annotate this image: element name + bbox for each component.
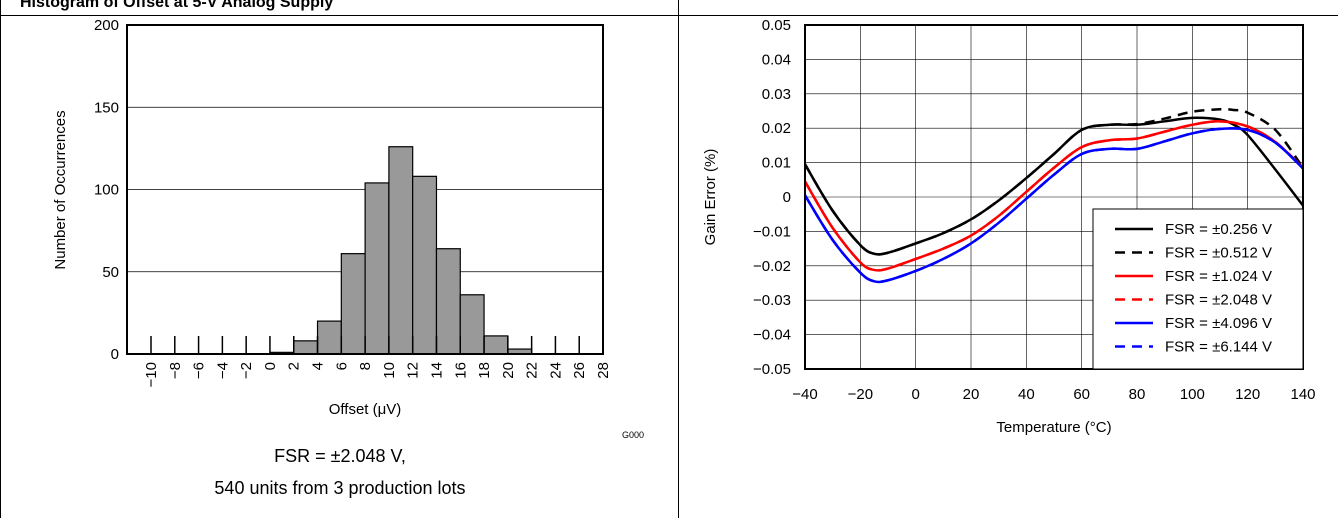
histogram-x-tick-label: 24 (547, 362, 564, 379)
gain-y-tick-label: 0.03 (762, 86, 791, 103)
gain-y-tick-label: −0.01 (753, 223, 791, 240)
gain-y-tick-label: −0.03 (753, 292, 791, 309)
histogram-x-tick-label: −6 (191, 362, 208, 379)
gain-x-tick-label: 0 (911, 386, 919, 403)
panel-divider (678, 0, 679, 518)
histogram-x-tick-label: 8 (357, 362, 374, 370)
histogram-bar (293, 340, 319, 355)
gain-y-tick-label: 0 (783, 189, 791, 206)
histogram-bar (388, 146, 414, 355)
gain-y-tick-label: −0.04 (753, 327, 791, 344)
gain-x-tick-label: 120 (1235, 386, 1260, 403)
histogram-y-tick-label: 0 (111, 346, 119, 363)
gain-y-tick-label: 0.05 (762, 17, 791, 34)
gain-x-tick-label: 60 (1073, 386, 1090, 403)
histogram-x-tick-label: 28 (595, 362, 612, 379)
histogram-bars (269, 146, 533, 355)
left-panel-heading: Histogram of Offset at 5-V Analog Supply (20, 0, 334, 11)
header-rule (0, 15, 1338, 16)
gain-y-tick-label: 0.01 (762, 155, 791, 172)
gain-legend-label: FSR = ±0.512 V (1165, 245, 1272, 262)
gain-x-tick-label: 20 (963, 386, 980, 403)
histogram-x-tick-label: −10 (143, 362, 160, 387)
gain-legend-label: FSR = ±0.256 V (1165, 221, 1272, 238)
histogram-plot-border (126, 24, 604, 355)
histogram-bar (316, 320, 342, 355)
histogram-bar (340, 253, 366, 355)
histogram-x-tick-label: 10 (381, 362, 398, 379)
histogram-caption-line2: 540 units from 3 production lots (214, 478, 466, 498)
histogram-x-tick-label: −8 (167, 362, 184, 379)
histogram-x-axis-label: Offset (μV) (329, 401, 402, 418)
gain-tick-labels: −40 −20 0 20 40 60 80 100 120 140 −0.05 −0.04 −0.03 −… (753, 17, 1315, 403)
histogram-y-tick-label: 150 (94, 99, 119, 116)
histogram-x-tick-label: −2 (238, 362, 255, 379)
histogram-y-tick-label: 200 (94, 17, 119, 34)
histogram-y-axis-label: Number of Occurrences (52, 110, 69, 269)
gain-legend-label: FSR = ±2.048 V (1165, 292, 1272, 309)
gain-y-tick-label: −0.05 (753, 361, 791, 378)
gain-x-tick-label: 40 (1018, 386, 1035, 403)
gain-legend-label: FSR = ±6.144 V (1165, 339, 1272, 356)
gain-x-tick-label: −20 (848, 386, 873, 403)
histogram-x-tick-label: −4 (214, 362, 231, 379)
histogram-bar (364, 182, 390, 355)
histogram-x-tick-label: 4 (310, 362, 327, 370)
histogram-bar (435, 248, 461, 355)
histogram-x-tick-label: 18 (476, 362, 493, 379)
gain-series-line (803, 107, 1305, 256)
histogram-x-tick-label: 6 (333, 362, 350, 370)
gain-plot-border (804, 24, 1304, 370)
gain-x-axis-label: Temperature (°C) (996, 419, 1111, 436)
histogram-ticks (150, 336, 604, 354)
gain-legend-label: FSR = ±4.096 V (1165, 315, 1272, 332)
histogram-x-tick-label: 0 (262, 362, 279, 370)
histogram-bar (459, 294, 485, 355)
histogram-y-tick-label: 50 (102, 264, 119, 281)
gain-legend-box (1092, 208, 1304, 370)
gain-y-tick-label: 0.04 (762, 51, 791, 68)
gain-x-tick-label: −40 (792, 386, 817, 403)
histogram-bar (483, 335, 509, 355)
left-border (0, 0, 1, 518)
gain-legend: FSR = ±0.256 V FSR = ±0.512 V FSR = ±1.024… (1092, 208, 1304, 370)
histogram-x-tick-label: 16 (452, 362, 469, 379)
histogram-x-tick-label: 12 (405, 362, 422, 379)
histogram-x-tick-label: 20 (500, 362, 517, 379)
histogram-figure-code: G000 (622, 430, 644, 440)
histogram-x-tick-label: 22 (524, 362, 541, 379)
gain-series-lines (803, 107, 1305, 284)
gain-y-axis-label: Gain Error (%) (702, 149, 719, 246)
histogram-y-tick-label: 100 (94, 182, 119, 199)
histogram-bar (412, 175, 438, 355)
gain-x-tick-label: 100 (1180, 386, 1205, 403)
gain-series-line (803, 127, 1304, 284)
histogram-x-tick-label: 14 (428, 362, 445, 379)
gain-x-tick-label: 140 (1290, 386, 1315, 403)
gain-y-tick-label: 0.02 (762, 120, 791, 137)
gain-y-tick-label: −0.02 (753, 258, 791, 275)
histogram-x-tick-label: 2 (286, 362, 303, 370)
histogram-caption-line1: FSR = ±2.048 V, (274, 446, 406, 466)
gain-x-tick-label: 80 (1129, 386, 1146, 403)
gain-error-chart: −40 −20 0 20 40 60 80 100 120 140 −0.05 −0.04 −0.03 −… (702, 17, 1316, 436)
histogram-x-tick-label: 26 (571, 362, 588, 379)
gain-legend-label: FSR = ±1.024 V (1165, 268, 1272, 285)
gain-series-line (803, 120, 1304, 272)
